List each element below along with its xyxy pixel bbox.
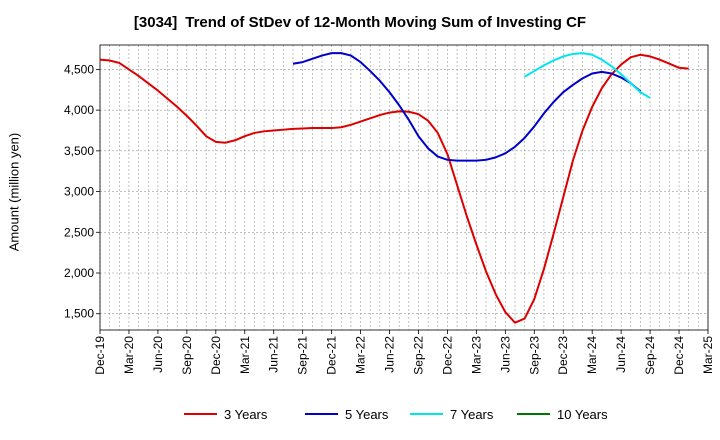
x-tick-label: Jun-23 (498, 336, 512, 373)
x-tick-label: Jun-22 (383, 336, 397, 373)
series-line-5-years (292, 52, 642, 162)
x-tick-label: Mar-25 (701, 336, 715, 374)
x-tick-label: Sep-20 (180, 336, 194, 375)
axes: 1,500 2,000 2,500 3,000 3,500 4,000 4,500 Dec-1… (64, 44, 715, 375)
series-line-7-years (524, 52, 651, 99)
x-tick-label: Mar-23 (469, 336, 483, 374)
legend-label-7-years: 7 Years (450, 407, 494, 422)
chart-code: [3034] (133, 14, 178, 31)
legend-label-10-years: 10 Years (557, 407, 608, 422)
x-tick-label: Sep-24 (643, 336, 657, 375)
x-tick-label: Dec-22 (440, 336, 454, 375)
y-tick-label: 2,500 (64, 225, 94, 239)
x-tick-label: Mar-21 (238, 336, 252, 374)
legend-label-3-years: 3 Years (224, 407, 268, 422)
x-tick-label: Mar-22 (354, 336, 368, 374)
x-tick-label: Dec-23 (556, 336, 570, 375)
x-tick-label: Jun-20 (151, 336, 165, 373)
series-line-3-years (99, 53, 689, 324)
x-tick-label: Dec-21 (325, 336, 339, 375)
plot-area (100, 45, 708, 330)
legend-label-5-years: 5 Years (345, 407, 389, 422)
x-tick-label: Mar-20 (122, 336, 136, 374)
grid (99, 45, 709, 330)
x-tick-label: Jun-21 (267, 336, 281, 373)
x-tick-label: Sep-23 (527, 336, 541, 375)
y-tick-label: 2,000 (64, 266, 94, 280)
y-tick-label: 1,500 (64, 307, 94, 321)
x-tick-label: Dec-20 (209, 336, 223, 375)
x-tick-label: Dec-19 (93, 336, 107, 375)
series-lines (99, 52, 689, 324)
y-tick-label: 4,000 (64, 103, 94, 117)
x-tick-label: Jun-24 (614, 336, 628, 373)
plot-frame (99, 44, 709, 331)
x-tick-label: Mar-24 (585, 336, 599, 374)
x-tick-label: Sep-22 (411, 336, 425, 375)
y-tick-label: 4,500 (64, 62, 94, 76)
chart-title-text: Trend of StDev of 12-Month Moving Sum of… (185, 14, 587, 31)
y-tick-label: 3,000 (64, 185, 94, 199)
legend: 3 Years 5 Years 7 Years 10 Years (184, 407, 608, 422)
y-tick-label: 3,500 (64, 144, 94, 158)
x-tick-label: Sep-21 (296, 336, 310, 375)
x-tick-label: Dec-24 (672, 336, 686, 375)
chart-title: [3034] Trend of StDev of 12-Month Moving … (0, 14, 720, 31)
